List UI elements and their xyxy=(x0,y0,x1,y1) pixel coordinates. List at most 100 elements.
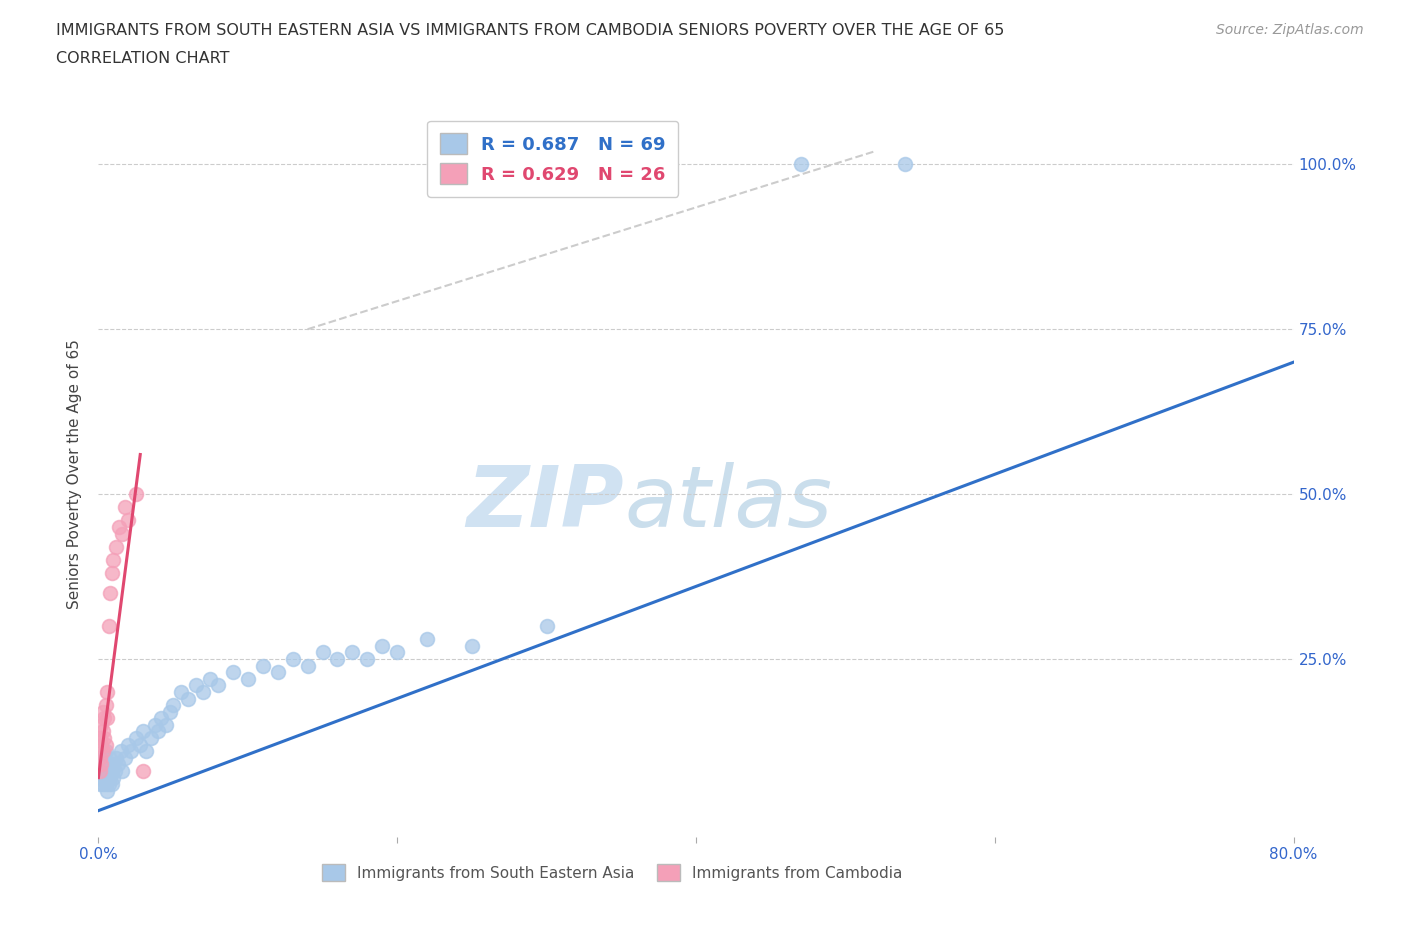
Point xyxy=(139,731,162,746)
Point xyxy=(103,770,125,785)
Point xyxy=(111,526,134,541)
Point xyxy=(91,770,114,785)
Point xyxy=(91,777,114,791)
Point xyxy=(97,618,120,633)
Point xyxy=(385,644,409,659)
Point xyxy=(91,724,114,739)
Point xyxy=(143,717,166,732)
Point xyxy=(184,678,207,693)
Point xyxy=(207,678,229,693)
Point xyxy=(789,157,811,172)
Point xyxy=(96,770,118,785)
Point xyxy=(894,157,917,172)
Point xyxy=(326,652,349,667)
Point xyxy=(536,618,558,633)
Point xyxy=(101,565,124,580)
Point xyxy=(90,717,112,732)
Point xyxy=(236,671,259,686)
Point xyxy=(111,764,134,778)
Point xyxy=(125,731,148,746)
Point xyxy=(311,644,333,659)
Point xyxy=(90,757,112,772)
Point xyxy=(107,757,129,772)
Point xyxy=(94,764,117,778)
Point xyxy=(117,737,139,752)
Point xyxy=(101,777,124,791)
Point xyxy=(96,757,118,772)
Point xyxy=(125,486,148,501)
Point xyxy=(169,684,191,699)
Point xyxy=(222,665,245,680)
Point xyxy=(98,586,122,601)
Point xyxy=(90,751,112,765)
Point xyxy=(93,751,115,765)
Text: ZIP: ZIP xyxy=(467,462,624,545)
Point xyxy=(200,671,222,686)
Point xyxy=(104,764,127,778)
Point xyxy=(155,717,177,732)
Text: atlas: atlas xyxy=(624,462,832,545)
Point xyxy=(132,724,155,739)
Point xyxy=(91,757,114,772)
Point xyxy=(191,684,214,699)
Point xyxy=(96,711,118,725)
Point xyxy=(177,691,200,706)
Point xyxy=(97,777,120,791)
Point xyxy=(105,539,128,554)
Text: IMMIGRANTS FROM SOUTH EASTERN ASIA VS IMMIGRANTS FROM CAMBODIA SENIORS POVERTY O: IMMIGRANTS FROM SOUTH EASTERN ASIA VS IM… xyxy=(56,23,1005,38)
Point xyxy=(94,777,117,791)
Point xyxy=(297,658,319,673)
Point xyxy=(93,770,115,785)
Point xyxy=(114,499,136,514)
Point xyxy=(93,711,115,725)
Point xyxy=(114,751,136,765)
Point xyxy=(89,777,111,791)
Point xyxy=(461,638,484,653)
Point xyxy=(159,704,181,719)
Point xyxy=(89,764,111,778)
Y-axis label: Seniors Poverty Over the Age of 65: Seniors Poverty Over the Age of 65 xyxy=(67,339,83,609)
Point xyxy=(108,520,131,535)
Point xyxy=(93,731,115,746)
Point xyxy=(150,711,173,725)
Point xyxy=(94,737,117,752)
Point xyxy=(132,764,155,778)
Point xyxy=(98,757,122,772)
Point xyxy=(371,638,394,653)
Point xyxy=(356,652,378,667)
Point xyxy=(96,684,118,699)
Legend: Immigrants from South Eastern Asia, Immigrants from Cambodia: Immigrants from South Eastern Asia, Immi… xyxy=(316,857,908,887)
Point xyxy=(97,751,120,765)
Point xyxy=(91,744,114,759)
Point xyxy=(117,513,139,528)
Point xyxy=(342,644,364,659)
Point xyxy=(91,704,114,719)
Point xyxy=(148,724,170,739)
Point xyxy=(90,737,112,752)
Point xyxy=(267,665,290,680)
Text: Source: ZipAtlas.com: Source: ZipAtlas.com xyxy=(1216,23,1364,37)
Point xyxy=(416,631,439,646)
Point xyxy=(103,552,125,567)
Point xyxy=(98,770,122,785)
Point xyxy=(96,783,118,798)
Point xyxy=(90,764,112,778)
Text: CORRELATION CHART: CORRELATION CHART xyxy=(56,51,229,66)
Point xyxy=(252,658,274,673)
Point xyxy=(93,764,115,778)
Point xyxy=(89,751,111,765)
Point xyxy=(94,698,117,712)
Point xyxy=(129,737,152,752)
Point xyxy=(94,744,117,759)
Point xyxy=(281,652,304,667)
Point xyxy=(135,744,157,759)
Point xyxy=(110,744,132,759)
Point xyxy=(101,764,124,778)
Point xyxy=(162,698,184,712)
Point xyxy=(103,757,125,772)
Point xyxy=(89,764,111,778)
Point xyxy=(90,770,112,785)
Point xyxy=(94,770,117,785)
Point xyxy=(120,744,142,759)
Point xyxy=(89,731,111,746)
